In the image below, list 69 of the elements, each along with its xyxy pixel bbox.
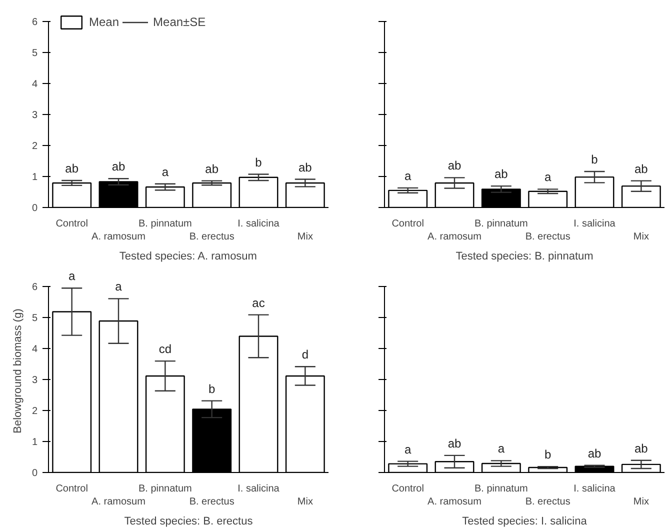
x-tick-label: I. salicina [574, 218, 616, 230]
x-tick-label: Control [56, 484, 88, 494]
data-label: a [115, 280, 122, 294]
y-tick-label: 5 [32, 312, 38, 324]
data-label: a [404, 442, 412, 456]
data-label: ab [112, 160, 126, 174]
data-label: ab [494, 167, 508, 182]
x-tick-label: A. ramosum [428, 496, 482, 508]
data-label: a [498, 442, 505, 456]
x-tick-label: B. pinnatum [138, 484, 192, 494]
x-axis-title: Tested species: A. ramosum [119, 250, 257, 263]
y-tick-label: 4 [32, 344, 38, 355]
legend-label: Mean [89, 15, 120, 29]
x-tick-label: B. pinnatum [474, 218, 528, 230]
x-tick-label: B. erectus [189, 496, 234, 508]
x-tick-label: A. ramosum [428, 232, 482, 243]
x-tick-label: B. pinnatum [138, 218, 192, 230]
data-label: d [302, 348, 309, 362]
x-tick-label: Mix [633, 232, 649, 243]
x-axis-title: Tested species: B. erectus [124, 516, 254, 528]
data-label: ac [252, 296, 265, 310]
x-tick-label: Mix [633, 496, 649, 508]
x-tick-label: I. salicina [238, 484, 280, 494]
x-tick-label: A. ramosum [92, 496, 146, 508]
y-tick-label: 2 [32, 406, 38, 417]
x-tick-label: Control [392, 218, 424, 230]
y-tick-label: 4 [32, 78, 38, 90]
annotation: Mean±SE [153, 15, 206, 29]
y-tick-label: 1 [32, 436, 38, 448]
data-label: a [544, 170, 552, 184]
x-tick-label: B. erectus [525, 496, 570, 508]
x-tick-label: A. ramosum [92, 232, 146, 243]
y-tick-label: 6 [32, 16, 38, 28]
x-axis-title: Tested species: I. salicina [462, 516, 588, 528]
data-label: ab [65, 161, 79, 176]
y-tick-label: 3 [32, 110, 38, 121]
data-label: ab [205, 162, 219, 176]
data-label: ab [448, 436, 462, 450]
data-label: ab [298, 160, 312, 174]
y-tick-label: 2 [32, 140, 38, 152]
data-label: b [591, 152, 598, 166]
data-label: b [208, 382, 216, 396]
data-label: a [68, 269, 76, 284]
data-label: ab [448, 158, 462, 173]
data-label: ab [588, 446, 602, 460]
x-axis-title: Tested species: B. pinnatum [456, 250, 594, 263]
data-label: a [404, 168, 412, 183]
x-tick-label: B. pinnatum [474, 484, 528, 494]
x-tick-label: B. erectus [525, 232, 570, 243]
y-tick-label: 5 [32, 48, 38, 59]
y-tick-label: 0 [32, 468, 38, 479]
y-axis-title: Belowground biomass (g) [12, 308, 24, 434]
x-tick-label: Control [392, 484, 424, 494]
x-tick-label: B. erectus [189, 232, 234, 243]
y-tick-label: 6 [32, 282, 38, 293]
x-tick-label: I. salicina [574, 484, 616, 494]
x-tick-label: Mix [297, 232, 313, 243]
y-tick-label: 3 [32, 374, 38, 386]
data-label: cd [158, 342, 172, 356]
data-label: a [162, 164, 169, 179]
x-tick-label: I. salicina [238, 218, 280, 230]
data-label: b [544, 448, 552, 462]
x-tick-label: Control [56, 218, 88, 230]
data-label: b [255, 155, 262, 170]
x-tick-label: Mix [297, 496, 313, 508]
y-tick-label: 1 [32, 172, 38, 183]
y-tick-label: 0 [32, 203, 38, 214]
data-label: ab [634, 162, 648, 176]
data-label: ab [634, 441, 648, 456]
